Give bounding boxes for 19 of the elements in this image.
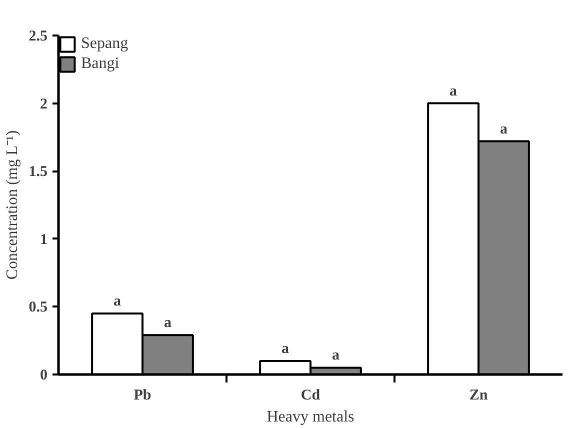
y-tick-label: 2.5 xyxy=(28,28,48,44)
y-tick-label: 1 xyxy=(40,232,48,248)
x-tick-label: Pb xyxy=(134,388,152,404)
data-label: a xyxy=(450,83,458,100)
y-tick-label: 2 xyxy=(40,96,48,112)
x-tick-label: Cd xyxy=(300,388,321,404)
y-tick-label: 0.5 xyxy=(28,300,48,316)
legend-label: Bangi xyxy=(81,55,120,73)
data-label: a xyxy=(114,293,122,310)
x-axis-title: Heavy metals xyxy=(266,408,354,426)
legend-label: Sepang xyxy=(81,35,128,53)
x-tick-label: Zn xyxy=(469,388,488,404)
data-label: a xyxy=(282,340,290,357)
data-label: a xyxy=(164,315,172,332)
data-label: a xyxy=(332,348,340,364)
y-tick-label: 0 xyxy=(40,368,48,384)
y-tick-label: 1.5 xyxy=(28,164,48,180)
y-axis-title: Concentration (mg L⁻¹) xyxy=(4,130,21,280)
data-label: a xyxy=(500,121,508,138)
